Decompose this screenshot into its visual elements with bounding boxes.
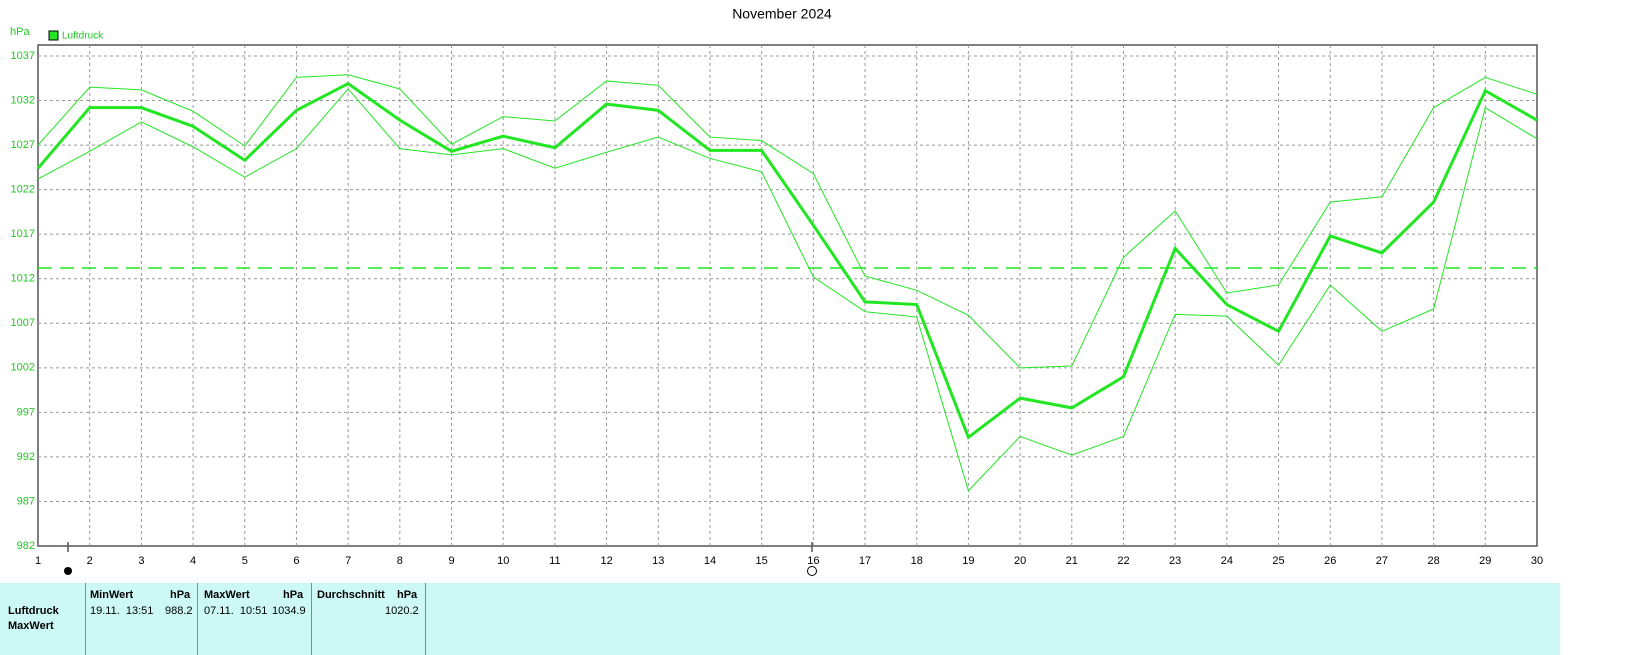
x-tick-label: 20 (1014, 555, 1026, 567)
col (85, 583, 198, 655)
series-line (37, 88, 1538, 492)
x-tick-label: 9 (448, 555, 454, 567)
header: MaxWert (204, 589, 250, 601)
x-tick-label: 12 (600, 555, 612, 567)
y-tick-label: 1027 (11, 139, 35, 151)
y-tick-label: 1012 (11, 273, 35, 285)
header: hPa (397, 589, 418, 601)
x-tick-label: 27 (1376, 555, 1388, 567)
full-moon (807, 566, 817, 576)
header: MinWert (90, 589, 134, 601)
legend-swatch (48, 30, 59, 41)
y-tick-label: 1017 (11, 228, 35, 240)
cell: 988.2 (165, 605, 193, 617)
x-tick-label: 10 (497, 555, 509, 567)
x-tick-label: 5 (242, 555, 248, 567)
header: hPa (283, 589, 304, 601)
x-tick-label: 2 (87, 555, 93, 567)
x-tick-label: 21 (1066, 555, 1078, 567)
x-tick-label: 16 (807, 555, 819, 567)
new-moon (64, 567, 72, 575)
x-tick-label: 4 (190, 555, 196, 567)
x-tick-label: 6 (293, 555, 299, 567)
cell: 1020.2 (385, 605, 419, 617)
chart-title: November 2024 (732, 6, 832, 22)
x-tick-label: 1 (35, 555, 41, 567)
chart: November 2024 hPa Luftdruck 982987992997… (10, 6, 1543, 576)
x-tick-label: 23 (1169, 555, 1181, 567)
stats-table: MinWert hPa MaxWert hPa Durchschnitt hPa… (0, 583, 1560, 655)
col (311, 583, 426, 655)
x-tick-label: 14 (704, 555, 716, 567)
cell: 1034.9 (272, 605, 306, 617)
x-tick-label: 3 (138, 555, 144, 567)
x-tick-label: 7 (345, 555, 351, 567)
y-tick-label: 982 (17, 540, 35, 552)
y-tick-label: 1002 (11, 362, 35, 374)
y-tick-label: 1007 (11, 317, 35, 329)
legend-label: Luftdruck (62, 31, 104, 42)
x-tick-label: 22 (1117, 555, 1129, 567)
x-tick-label: 29 (1479, 555, 1491, 567)
x-tick-label: 15 (756, 555, 768, 567)
plot-area (37, 44, 1538, 547)
col (197, 583, 312, 655)
cell: 07.11. 10:51 (204, 605, 268, 617)
header: Durchschnitt (317, 589, 385, 601)
header: hPa (170, 589, 191, 601)
y-tick-label: 1022 (11, 184, 35, 196)
y-tick-label: 992 (17, 451, 35, 463)
x-tick-label: 30 (1531, 555, 1543, 567)
x-tick-label: 8 (397, 555, 403, 567)
row-label: MaxWert (8, 620, 54, 632)
x-tick-label: 26 (1324, 555, 1336, 567)
y-unit: hPa (10, 26, 30, 38)
x-tick-label: 13 (652, 555, 664, 567)
x-tick-label: 24 (1221, 555, 1233, 567)
x-tick-label: 11 (549, 555, 560, 567)
y-tick-label: 1032 (11, 94, 35, 106)
y-tick-label: 997 (17, 406, 35, 418)
series-line (37, 74, 1538, 369)
y-tick-label: 987 (17, 495, 35, 507)
x-tick-label: 19 (962, 555, 974, 567)
row-label: Luftdruck (8, 605, 59, 617)
x-tick-label: 25 (1272, 555, 1284, 567)
col (0, 583, 86, 655)
x-tick-label: 28 (1427, 555, 1439, 567)
x-tick-label: 18 (911, 555, 923, 567)
x-tick-label: 17 (859, 555, 871, 567)
cell: 19.11. 13:51 (90, 605, 154, 617)
series-line (36, 81, 1538, 440)
y-tick-label: 1037 (11, 50, 35, 62)
